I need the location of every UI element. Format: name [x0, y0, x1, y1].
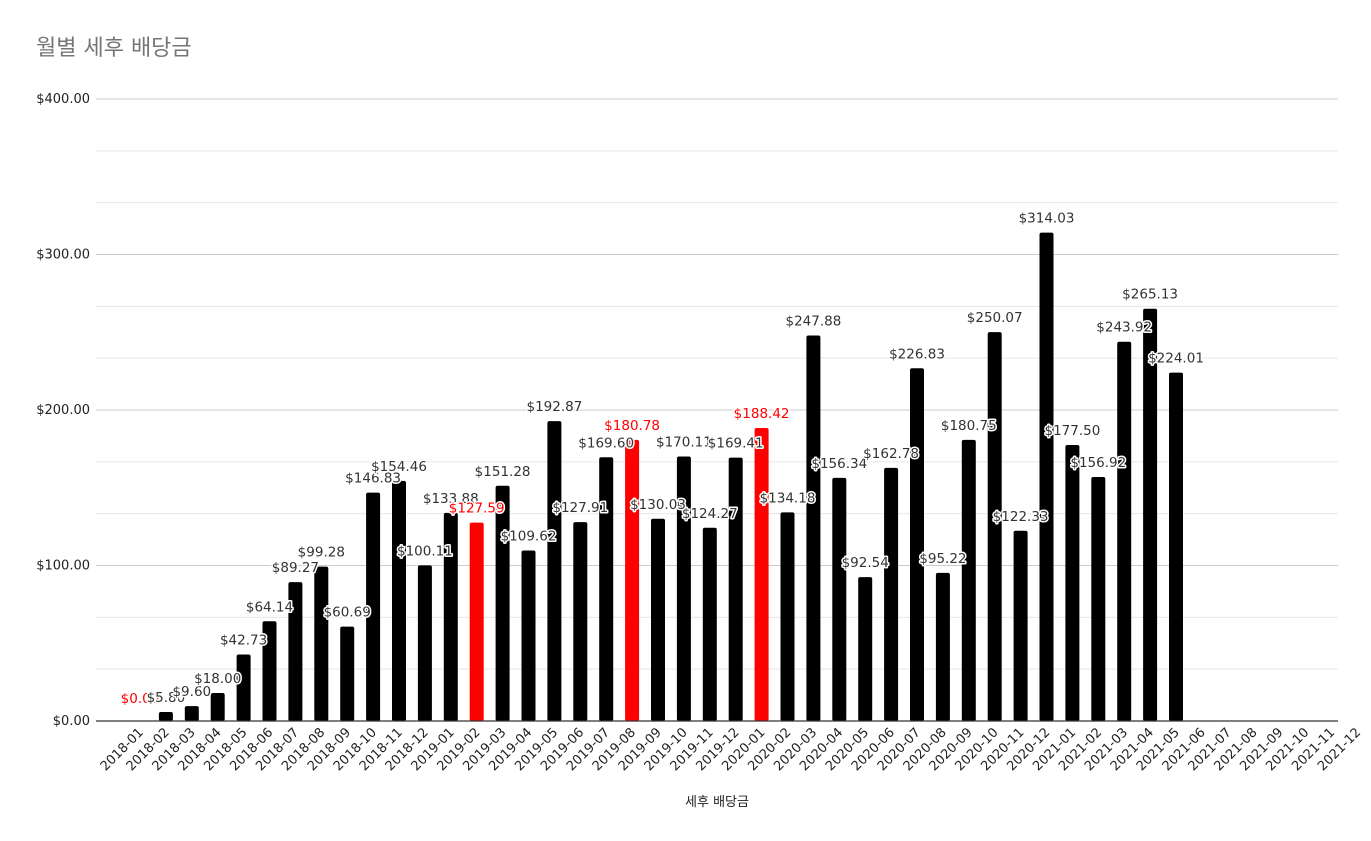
- bar-2018-05: [236, 654, 251, 721]
- data-label-2018-08: $99.28: [298, 545, 345, 561]
- bar-2020-02: [780, 512, 795, 721]
- data-label-2020-02: $134.18: [760, 490, 816, 506]
- bars: [158, 232, 1183, 721]
- bar-2018-08: [314, 566, 329, 721]
- data-label-2020-01: $188.42: [734, 406, 790, 422]
- bar-2018-06: [262, 621, 277, 721]
- bar-2020-07: [910, 368, 924, 721]
- bar-2020-05: [858, 577, 873, 721]
- y-tick-label: $100.00: [36, 559, 90, 574]
- bar-2018-03: [184, 706, 199, 721]
- data-labels: $0.00$5.80$9.60$18.00$42.73$64.14$89.27$…: [119, 209, 1205, 708]
- data-label-2018-11: $154.46: [371, 459, 427, 475]
- data-label-2018-03: $9.60: [172, 684, 211, 700]
- bar-2019-10: [676, 456, 691, 721]
- bar-2021-02: [1091, 476, 1106, 721]
- data-label-2018-01: $0.00: [121, 691, 160, 707]
- data-label-2020-07: $226.83: [889, 346, 945, 362]
- bar-2019-07: [599, 457, 614, 721]
- data-label-2019-10: $170.11: [656, 434, 712, 450]
- data-label-2019-03: $151.28: [475, 464, 531, 480]
- data-label-2018-07: $89.27: [272, 560, 319, 576]
- x-axis-label: 세후 배당금: [685, 795, 749, 810]
- bar-2018-11: [392, 480, 406, 721]
- data-label-2020-06: $162.78: [863, 446, 919, 462]
- bar-2020-08: [935, 572, 950, 721]
- bar-2020-03: [806, 335, 821, 721]
- bar-2018-02: [158, 711, 173, 721]
- data-label-2020-05: $92.54: [842, 555, 889, 571]
- bar-2019-06: [573, 522, 588, 721]
- y-tick-label: $400.00: [36, 92, 90, 107]
- bar-2019-12: [728, 457, 743, 721]
- chart-title: 월별 세후 배당금: [36, 36, 192, 61]
- bar-2020-04: [832, 477, 847, 721]
- bar-2019-08: [625, 439, 640, 721]
- bar-2020-10: [987, 332, 1002, 721]
- y-axis-ticks: $0.00 $100.00 $200.00 $300.00 $400.00: [36, 92, 90, 729]
- data-label-2019-06: $127.91: [552, 500, 608, 516]
- x-axis-ticks: 2018-012018-022018-032018-042018-052018-…: [98, 725, 1364, 774]
- bar-2021-01: [1065, 444, 1080, 721]
- y-tick-label: $300.00: [36, 248, 90, 263]
- data-label-2021-05: $224.01: [1148, 351, 1204, 367]
- bar-2020-09: [961, 439, 976, 721]
- bar-2019-03: [495, 485, 510, 721]
- data-label-2019-11: $124.27: [682, 506, 738, 522]
- bar-2021-04: [1143, 308, 1158, 721]
- bar-2018-10: [366, 492, 381, 721]
- data-label-2019-01: $133.88: [423, 491, 479, 507]
- bar-2018-12: [417, 565, 432, 721]
- grid-lines: [96, 98, 1338, 670]
- data-label-2021-02: $156.92: [1070, 455, 1126, 471]
- bar-2020-01: [754, 428, 769, 721]
- bar-2018-07: [288, 582, 303, 721]
- y-tick-label: $200.00: [36, 403, 90, 418]
- data-label-2020-11: $122.33: [993, 509, 1049, 525]
- bar-2018-09: [340, 626, 355, 721]
- data-label-2019-09: $130.03: [630, 497, 686, 513]
- bar-2020-06: [884, 467, 899, 721]
- data-label-2020-12: $314.03: [1019, 211, 1075, 227]
- bar-2020-12: [1039, 232, 1054, 721]
- data-label-2018-02: $5.80: [147, 690, 186, 706]
- data-label-2018-12: $100.11: [397, 543, 453, 559]
- bar-2018-04: [210, 693, 225, 721]
- data-label-2019-07: $169.60: [578, 435, 634, 451]
- data-label-2018-10: $146.83: [345, 471, 401, 487]
- data-label-2020-03: $247.88: [785, 314, 841, 330]
- data-label-2021-03: $243.92: [1096, 320, 1152, 336]
- bar-2019-01: [443, 512, 458, 721]
- bar-2019-09: [651, 518, 665, 721]
- data-label-2019-05: $192.87: [526, 399, 582, 415]
- bar-2019-05: [547, 421, 562, 721]
- data-label-2018-05: $42.73: [220, 633, 267, 649]
- bar-2019-02: [469, 522, 484, 721]
- data-label-2020-04: $156.34: [811, 456, 867, 472]
- data-label-2020-10: $250.07: [967, 310, 1023, 326]
- bar-2021-05: [1169, 372, 1183, 721]
- data-label-2019-12: $169.41: [708, 436, 764, 452]
- data-label-2018-09: $60.69: [324, 605, 371, 621]
- y-tick-label: $0.00: [53, 714, 90, 729]
- bar-2020-11: [1013, 530, 1028, 721]
- data-label-2021-04: $265.13: [1122, 287, 1178, 303]
- bar-2019-04: [521, 550, 536, 721]
- data-label-2019-04: $109.62: [501, 529, 557, 545]
- data-label-2019-08: $180.78: [604, 418, 660, 434]
- data-label-2020-09: $180.75: [941, 418, 997, 434]
- data-label-2020-08: $95.22: [919, 551, 966, 567]
- bar-2019-11: [702, 527, 717, 721]
- data-label-2019-02: $127.59: [449, 501, 505, 517]
- data-label-2018-06: $64.14: [246, 599, 293, 615]
- bar-2021-03: [1117, 341, 1132, 721]
- data-label-2018-04: $18.00: [194, 671, 241, 687]
- data-label-2021-01: $177.50: [1044, 423, 1100, 439]
